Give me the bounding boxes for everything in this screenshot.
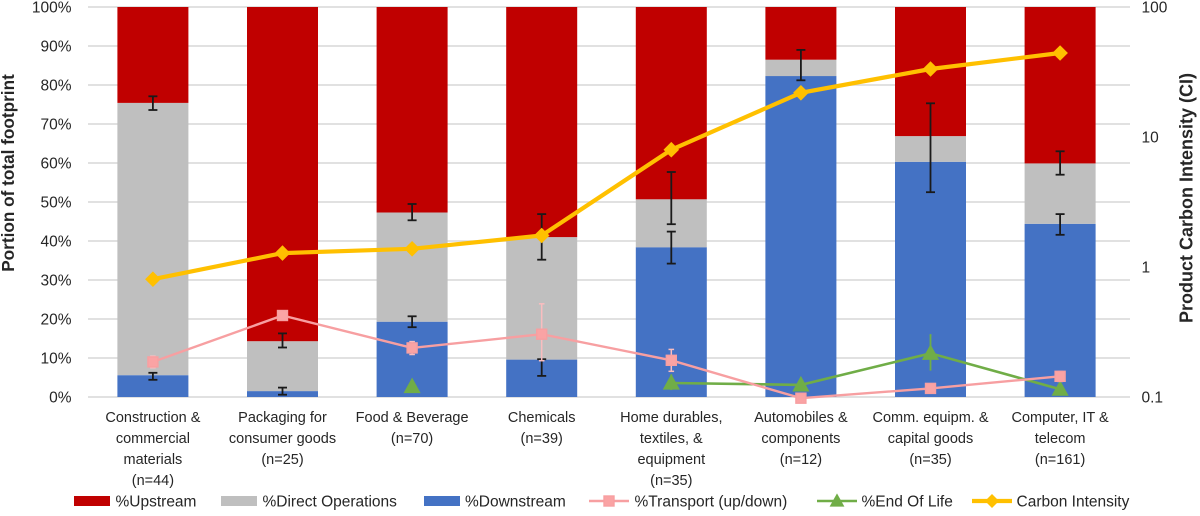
svg-text:80%: 80% (40, 78, 71, 95)
svg-text:(n=161): (n=161) (1035, 452, 1085, 468)
svg-text:Construction &: Construction & (105, 410, 200, 426)
svg-text:20%: 20% (40, 312, 71, 329)
svg-text:%Transport (up/down): %Transport (up/down) (635, 494, 788, 511)
svg-text:Packaging for: Packaging for (238, 410, 327, 426)
svg-text:telecom: telecom (1035, 431, 1086, 447)
svg-text:90%: 90% (40, 39, 71, 56)
svg-text:Portion of total footprint: Portion of total footprint (0, 74, 18, 272)
svg-text:Carbon Intensity: Carbon Intensity (1017, 494, 1130, 511)
svg-text:materials: materials (123, 452, 182, 468)
svg-text:0.1: 0.1 (1142, 390, 1164, 407)
svg-text:%Upstream: %Upstream (116, 494, 197, 511)
svg-text:Chemicals: Chemicals (508, 410, 576, 426)
svg-text:equipment: equipment (637, 452, 705, 468)
svg-text:(n=25): (n=25) (261, 452, 303, 468)
svg-text:10%: 10% (40, 351, 71, 368)
svg-text:70%: 70% (40, 117, 71, 134)
svg-text:Computer, IT &: Computer, IT & (1011, 410, 1109, 426)
svg-text:consumer goods: consumer goods (229, 431, 336, 447)
svg-text:%End Of Life: %End Of Life (862, 494, 953, 511)
svg-text:Comm. equipm. &: Comm. equipm. & (872, 410, 988, 426)
svg-text:(n=35): (n=35) (650, 473, 692, 489)
svg-text:1: 1 (1142, 260, 1151, 277)
svg-text:commercial: commercial (116, 431, 190, 447)
svg-text:textiles, &: textiles, & (640, 431, 703, 447)
svg-text:10: 10 (1142, 130, 1160, 147)
svg-text:%Direct Operations: %Direct Operations (263, 494, 398, 511)
svg-text:60%: 60% (40, 156, 71, 173)
svg-text:40%: 40% (40, 234, 71, 251)
svg-text:(n=35): (n=35) (909, 452, 951, 468)
svg-text:components: components (761, 431, 840, 447)
svg-text:Automobiles &: Automobiles & (754, 410, 848, 426)
svg-text:(n=39): (n=39) (521, 431, 563, 447)
svg-text:capital goods: capital goods (888, 431, 973, 447)
svg-text:Food & Beverage: Food & Beverage (356, 410, 469, 426)
svg-text:(n=44): (n=44) (132, 473, 174, 489)
svg-text:Home durables,: Home durables, (620, 410, 722, 426)
svg-text:(n=70): (n=70) (391, 431, 433, 447)
svg-text:100: 100 (1142, 0, 1168, 17)
svg-text:0%: 0% (49, 390, 72, 407)
svg-text:50%: 50% (40, 195, 71, 212)
svg-text:(n=12): (n=12) (780, 452, 822, 468)
svg-text:100%: 100% (32, 0, 72, 17)
svg-text:Product Carbon Intensity (CI): Product Carbon Intensity (CI) (1177, 73, 1197, 323)
svg-text:30%: 30% (40, 273, 71, 290)
svg-text:%Downstream: %Downstream (465, 494, 566, 511)
